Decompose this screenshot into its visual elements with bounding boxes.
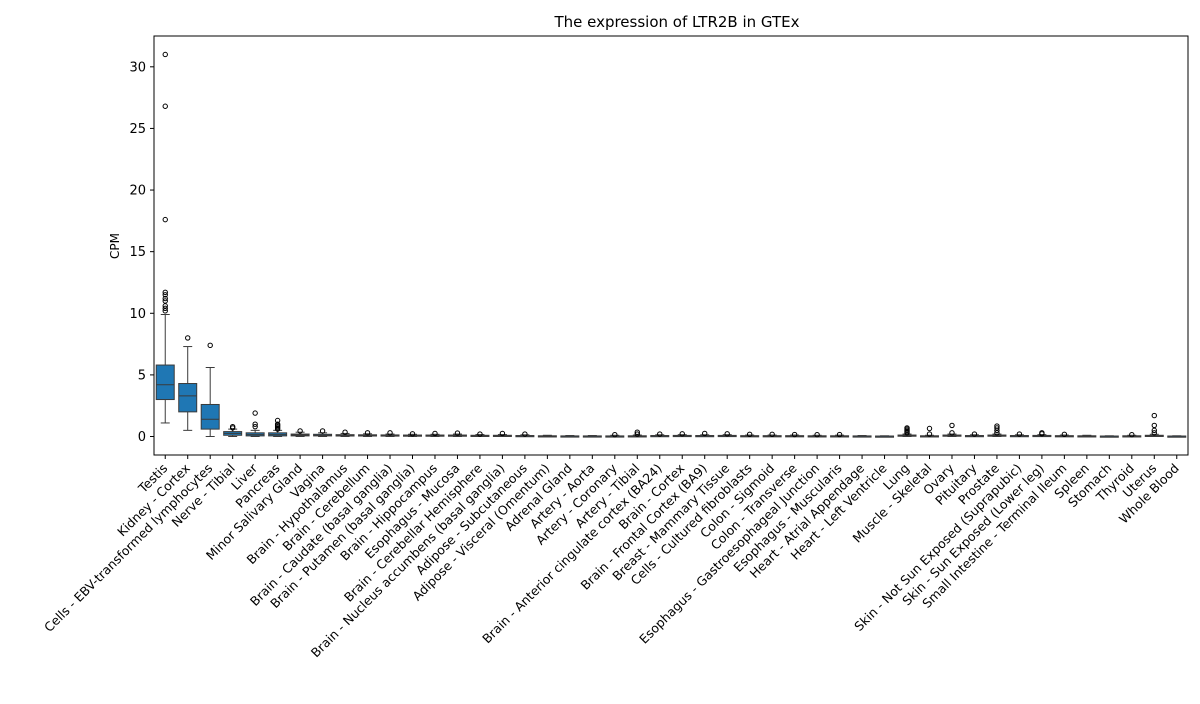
outlier-point (342, 429, 348, 435)
outlier-point (1129, 431, 1135, 438)
outlier-point (926, 425, 933, 432)
outlier-point (454, 430, 461, 436)
outlier-point (1151, 427, 1157, 434)
outlier-point (1151, 422, 1157, 429)
plot-frame (153, 35, 1189, 456)
outlier-point (634, 431, 640, 437)
outlier-point (185, 335, 191, 341)
x-tick-label: Cells - EBV-transformed lymphocytes (41, 461, 215, 635)
y-tick-label: 5 (138, 368, 146, 383)
box (155, 364, 175, 401)
outlier-point (252, 410, 258, 416)
outlier-point (522, 431, 528, 437)
outlier-point (746, 431, 753, 437)
outlier-point (274, 417, 281, 424)
y-tick-label: 15 (129, 245, 146, 260)
outlier-point (702, 430, 708, 437)
outlier-point (634, 429, 640, 435)
y-axis-label: CPM (108, 233, 122, 259)
y-tick-label: 10 (129, 307, 146, 322)
outlier-point (162, 295, 168, 302)
y-tick-label: 0 (138, 430, 146, 445)
outlier-point (926, 431, 933, 437)
outlier-point (791, 431, 798, 438)
outlier-point (1016, 431, 1023, 437)
outlier-point (252, 423, 258, 430)
outlier-point (229, 423, 236, 430)
outlier-point (477, 431, 483, 437)
outlier-point (904, 425, 910, 431)
outlier-point (1061, 431, 1068, 437)
outlier-point (949, 422, 955, 429)
outlier-point (769, 431, 775, 437)
outlier-point (1151, 430, 1157, 436)
outlier-point (994, 423, 1000, 429)
outlier-point (387, 430, 393, 436)
outlier-point (836, 431, 843, 438)
y-tick-label: 25 (129, 122, 146, 137)
outlier-point (252, 421, 258, 427)
outlier-point (297, 428, 303, 434)
outlier-point (162, 308, 168, 314)
outlier-point (274, 421, 281, 427)
outlier-point (162, 103, 168, 109)
outlier-point (814, 431, 820, 438)
outlier-point (409, 431, 416, 437)
chart-title: The expression of LTR2B in GTEx (553, 13, 799, 31)
outlier-point (319, 428, 326, 434)
outlier-point (162, 51, 168, 58)
outlier-point (657, 431, 663, 437)
outlier-point (499, 430, 506, 437)
outlier-point (994, 430, 1000, 436)
outlier-point (679, 431, 685, 437)
outlier-point (949, 430, 955, 436)
outlier-point (432, 430, 438, 437)
y-tick-label: 20 (129, 184, 146, 199)
outlier-point (612, 431, 618, 438)
outlier-point (162, 289, 168, 296)
box (178, 383, 198, 413)
outlier-point (162, 292, 168, 298)
outlier-point (994, 425, 1000, 431)
outlier-point (724, 431, 730, 437)
outlier-point (162, 305, 168, 312)
box (200, 403, 220, 430)
outlier-point (162, 303, 168, 309)
outlier-point (162, 216, 168, 223)
outlier-point (1039, 430, 1045, 436)
outlier-point (207, 342, 213, 349)
outlier-point (971, 431, 978, 437)
y-tick-label: 30 (129, 60, 146, 75)
outlier-point (162, 298, 168, 304)
outlier-point (364, 430, 371, 436)
outlier-point (1151, 412, 1157, 419)
